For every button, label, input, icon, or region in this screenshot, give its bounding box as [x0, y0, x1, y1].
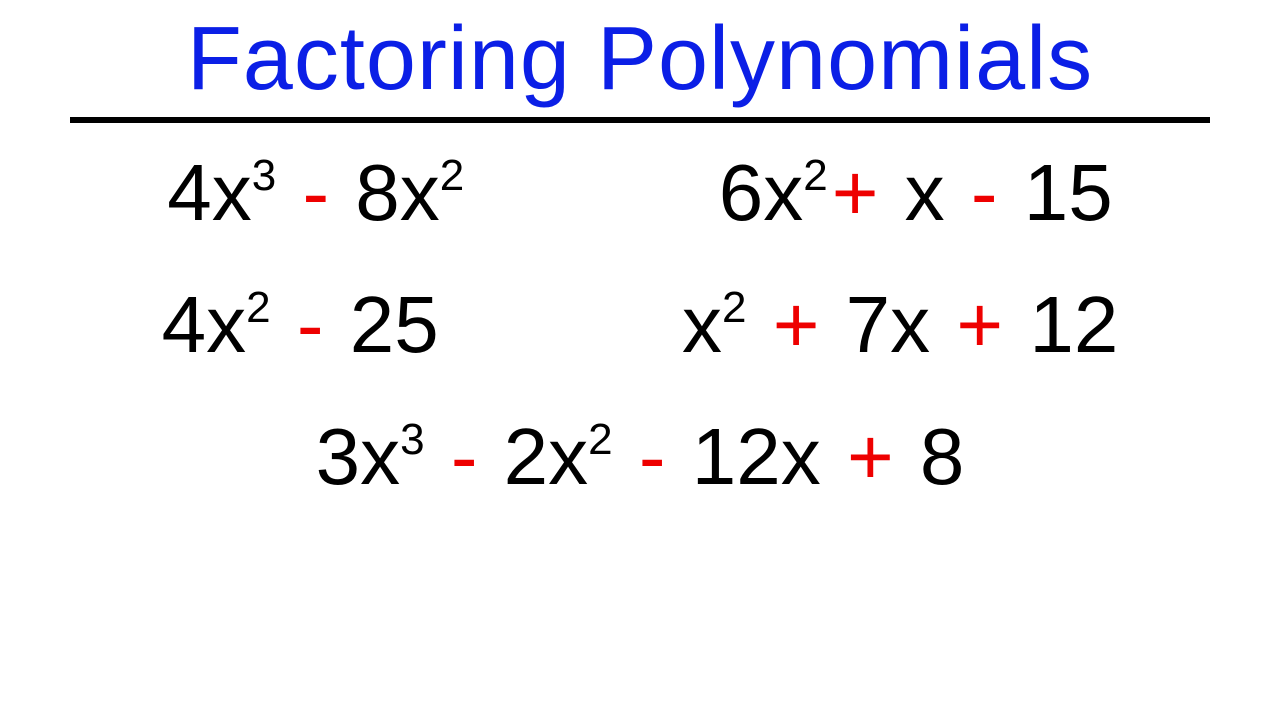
exponent: 2 [803, 151, 827, 200]
operator: - [635, 412, 670, 501]
polynomial-expression: 4x2 - 25 [162, 283, 439, 367]
exponent: 2 [440, 151, 464, 200]
page-title: Factoring Polynomials [0, 0, 1280, 111]
expression-row: 4x2 - 25 x2 + 7x + 12 [40, 283, 1240, 367]
operator: + [769, 280, 824, 369]
polynomial-expression: x2 + 7x + 12 [682, 283, 1118, 367]
exponent: 2 [722, 283, 746, 332]
operator: + [828, 148, 883, 237]
operator: - [298, 148, 333, 237]
title-underline [70, 117, 1210, 123]
expressions-container: 4x3 - 8x2 6x2+ x - 15 4x2 - 25 x2 + 7x + 12… [0, 151, 1280, 499]
page: Factoring Polynomials 4x3 - 8x2 6x2+ x - … [0, 0, 1280, 720]
operator: + [952, 280, 1007, 369]
exponent: 2 [246, 283, 270, 332]
exponent: 3 [252, 151, 276, 200]
operator: - [967, 148, 1002, 237]
polynomial-expression: 6x2+ x - 15 [719, 151, 1113, 235]
exponent: 3 [400, 415, 424, 464]
operator: - [447, 412, 482, 501]
expression-row: 3x3 - 2x2 - 12x + 8 [40, 415, 1240, 499]
operator: - [293, 280, 328, 369]
polynomial-expression: 3x3 - 2x2 - 12x + 8 [316, 415, 965, 499]
exponent: 2 [588, 415, 612, 464]
operator: + [843, 412, 898, 501]
expression-row: 4x3 - 8x2 6x2+ x - 15 [40, 151, 1240, 235]
polynomial-expression: 4x3 - 8x2 [167, 151, 464, 235]
